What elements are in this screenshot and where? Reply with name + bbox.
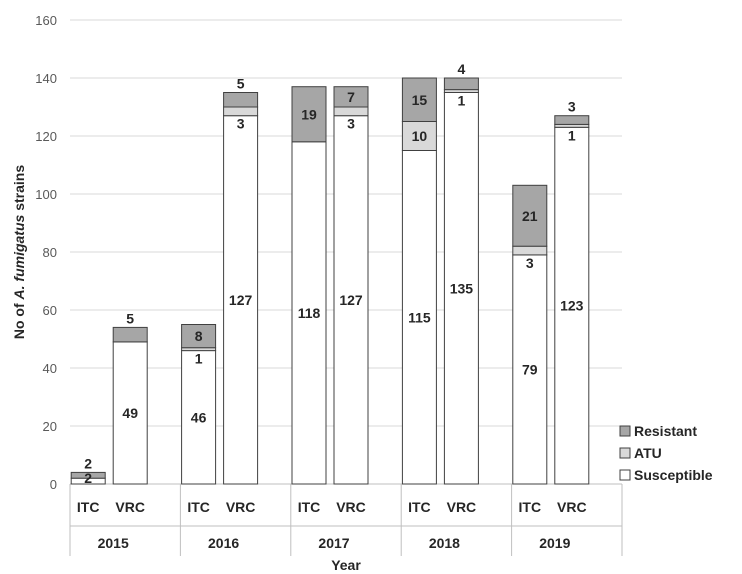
data-label: 79 <box>522 361 538 377</box>
data-label: 10 <box>412 128 428 144</box>
x-subcategory-label: VRC <box>447 499 477 515</box>
y-tick-label: 120 <box>35 129 57 144</box>
data-label: 5 <box>126 310 134 326</box>
data-label: 127 <box>339 292 363 308</box>
bar-atu-2019-itc <box>512 245 548 256</box>
bar-resistant-2015-itc <box>70 471 106 479</box>
bar-resistant-2017-itc <box>291 86 327 143</box>
y-tick-label: 40 <box>43 361 57 376</box>
bar-labels: 22 49 5 46 1 8 127 3 5 118 19 127 3 7 115 10 15 135 1 4 79 3 2… <box>84 61 583 486</box>
x-subcategory-label: ITC <box>187 499 210 515</box>
bar-resistant-2015-vrc <box>112 326 148 343</box>
x-subcategory-label: ITC <box>408 499 431 515</box>
x-group-label: 2017 <box>318 535 349 551</box>
data-label: 2 <box>84 455 92 471</box>
x-group-label: 2015 <box>98 535 129 551</box>
y-tick-label: 20 <box>43 419 57 434</box>
y-axis-title: No of A. fumigatus strains <box>11 165 27 339</box>
y-tick-label: 100 <box>35 187 57 202</box>
bar-atu-2016-vrc <box>223 106 259 117</box>
data-label: 135 <box>450 280 474 296</box>
x-group-label: 2019 <box>539 535 570 551</box>
y-tick-label: 160 <box>35 13 57 28</box>
x-group-label: 2018 <box>429 535 460 551</box>
bar-susceptible-2019-vrc <box>554 126 590 485</box>
y-tick-label: 0 <box>50 477 57 492</box>
legend-label: Resistant <box>634 423 697 439</box>
y-tick-label: 60 <box>43 303 57 318</box>
data-label: 1 <box>458 93 466 109</box>
bar-resistant-2018-vrc <box>443 77 479 91</box>
data-label: 123 <box>560 298 584 314</box>
legend-swatch <box>619 447 631 459</box>
bars <box>70 77 590 485</box>
data-label: 8 <box>195 328 203 344</box>
bar-resistant-2018-itc <box>401 77 437 122</box>
data-label: 15 <box>412 92 428 108</box>
data-label: 3 <box>526 255 534 271</box>
x-subcategory-label: ITC <box>77 499 100 515</box>
x-subcategory-label: ITC <box>519 499 542 515</box>
x-subcategory-label: ITC <box>298 499 321 515</box>
bar-susceptible-2018-vrc <box>443 92 479 485</box>
legend-label: Susceptible <box>634 467 713 483</box>
bar-susceptible-2019-itc <box>512 254 548 485</box>
data-label: 1 <box>195 351 203 367</box>
data-label: 3 <box>237 116 245 132</box>
legend-swatch <box>619 469 631 481</box>
x-subcategory-label: VRC <box>115 499 145 515</box>
legend-label: ATU <box>634 445 662 461</box>
x-subcategory-label: VRC <box>226 499 256 515</box>
data-label: 49 <box>122 405 138 421</box>
bar-susceptible-2017-vrc <box>333 115 369 485</box>
bar-resistant-2016-itc <box>181 324 217 349</box>
legend-swatch <box>619 425 631 437</box>
data-label: 1 <box>568 127 576 143</box>
data-label: 3 <box>347 116 355 132</box>
bar-resistant-2019-itc <box>512 184 548 247</box>
x-subcategory-label: VRC <box>557 499 587 515</box>
bar-atu-2018-itc <box>401 121 437 151</box>
data-label: 3 <box>568 99 576 115</box>
y-axis-title-suffix: strains <box>11 165 27 215</box>
x-axis: ITC VRC 2015 ITC VRC 2016 ITC VRC 2017 ITC VRC 2018… <box>69 484 623 556</box>
data-label: 19 <box>301 106 317 122</box>
data-label: 7 <box>347 89 355 105</box>
legend: Resistant ATU Susceptible <box>619 423 713 483</box>
y-axis-title-prefix: No of <box>11 299 27 339</box>
bar-susceptible-2016-vrc <box>223 115 259 485</box>
data-label: 2 <box>84 470 92 486</box>
bar-resistant-2017-vrc <box>333 86 369 108</box>
bar-susceptible-2018-itc <box>401 150 437 485</box>
y-axis-ticks: 0 20 40 60 80 100 120 140 160 <box>35 13 57 492</box>
data-label: 21 <box>522 208 538 224</box>
y-tick-label: 80 <box>43 245 57 260</box>
bar-resistant-2016-vrc <box>223 92 259 108</box>
data-label: 115 <box>408 309 431 325</box>
x-group-label: 2016 <box>208 535 239 551</box>
data-label: 46 <box>191 409 207 425</box>
x-axis-title: Year <box>331 557 361 573</box>
bar-susceptible-2017-itc <box>291 141 327 485</box>
bar-resistant-2019-vrc <box>554 115 590 125</box>
data-label: 5 <box>237 76 245 92</box>
data-label: 4 <box>458 61 466 77</box>
y-tick-label: 140 <box>35 71 57 86</box>
bar-atu-2017-vrc <box>333 106 369 117</box>
bar-susceptible-2015-vrc <box>112 341 148 485</box>
data-label: 118 <box>298 305 321 321</box>
y-axis-title-italic: A. fumigatus <box>11 214 27 300</box>
data-label: 127 <box>229 292 253 308</box>
x-subcategory-label: VRC <box>336 499 366 515</box>
bar-susceptible-2016-itc <box>181 350 217 485</box>
